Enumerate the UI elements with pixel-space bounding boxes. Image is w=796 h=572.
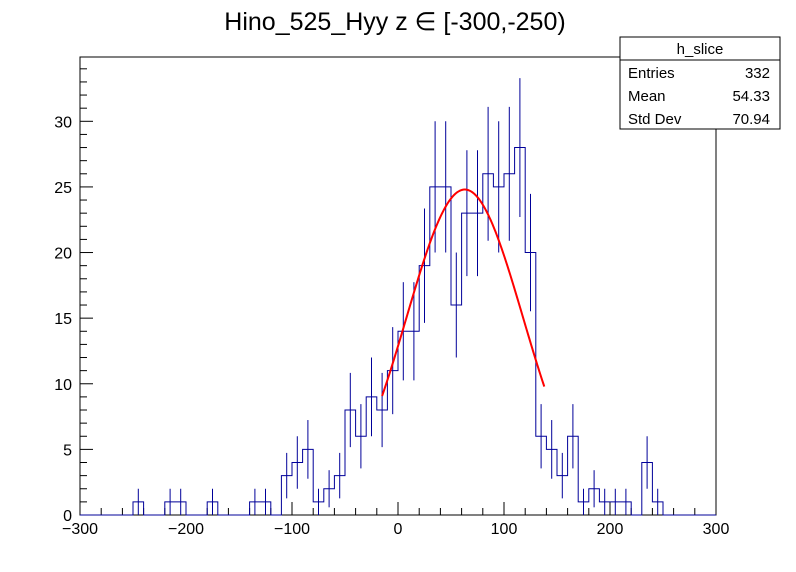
y-tick-label: 5 [63, 442, 72, 459]
x-tick-label: 100 [491, 521, 518, 538]
x-tick-label: −100 [274, 521, 310, 538]
fit-group [381, 188, 546, 397]
y-tick-label: 25 [54, 180, 72, 197]
stats-value-entries: 332 [745, 65, 770, 82]
axis-ticks [79, 68, 717, 516]
stats-title: h_slice [677, 41, 724, 58]
x-tick-label: −300 [62, 521, 98, 538]
y-tick-label: 20 [54, 246, 72, 263]
y-tick-label: 30 [54, 114, 72, 131]
x-tick-label: 300 [703, 521, 730, 538]
x-tick-label: 200 [597, 521, 624, 538]
stats-label-mean: Mean [628, 88, 666, 105]
stats-box: h_slice Entries 332 Mean 54.33 Std Dev 7… [619, 36, 781, 130]
histogram-series [80, 147, 716, 516]
x-tick-labels: −300 −200 −100 0 100 200 300 [62, 521, 729, 538]
stats-label-stddev: Std Dev [628, 111, 682, 128]
chart-title: Hino_525_Hyy z ∈ [-300,-250) [224, 8, 565, 36]
stats-box-frame [619, 36, 781, 130]
x-tick-label: −200 [168, 521, 204, 538]
stats-label-entries: Entries [628, 65, 675, 82]
y-tick-label: 0 [63, 508, 72, 525]
y-tick-labels: 0 5 10 15 20 25 30 [54, 114, 72, 525]
gaussian-fit-curve [381, 188, 546, 397]
stats-value-stddev: 70.94 [732, 111, 770, 128]
y-tick-label: 15 [54, 311, 72, 328]
y-tick-label: 10 [54, 377, 72, 394]
stats-value-mean: 54.33 [732, 88, 770, 105]
error-bars [82, 78, 714, 516]
histogram-outline [80, 147, 716, 516]
x-tick-label: 0 [394, 521, 403, 538]
